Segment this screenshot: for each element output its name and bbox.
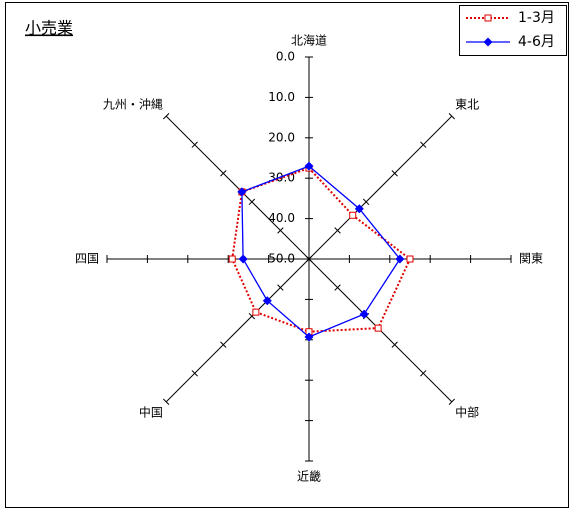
point-marker [252,308,260,316]
tick-mark [162,112,170,120]
point-marker [395,254,405,264]
category-label: 九州・沖縄 [103,96,163,111]
tick-mark [448,112,456,120]
point-marker [354,204,364,214]
tick-mark [305,255,313,263]
point-marker [406,255,414,263]
radial-axis [165,258,310,403]
tick-mark [362,198,370,206]
r-tick-label: 20.0 [268,130,295,144]
radial-axis [308,115,453,260]
tick-mark [220,341,227,348]
point-marker [237,187,247,197]
point-marker [349,211,357,219]
point-marker [359,309,369,319]
tick-mark [277,227,284,234]
tick-mark [391,170,398,177]
point-marker [304,332,314,342]
tick-mark [248,198,256,206]
point-marker [238,254,248,264]
category-label: 東北 [455,97,479,111]
r-tick-label: 10.0 [268,90,295,104]
legend-label: 1-3月 [518,10,555,26]
legend-box [459,5,567,56]
category-label: 近畿 [297,470,321,484]
tick-mark [391,341,398,348]
tick-mark [220,170,227,177]
point-marker [228,255,236,263]
legend-label: 4-6月 [518,34,555,50]
chart-border [5,2,569,508]
tick-mark [420,141,427,148]
tick-mark [334,227,341,234]
point-marker [304,161,314,171]
category-label: 中部 [455,405,479,420]
tick-mark [334,284,341,291]
tick-mark [448,398,456,406]
tick-mark [191,141,198,148]
tick-mark [191,370,198,377]
r-tick-label: 0.0 [276,50,295,64]
legend-marker [483,37,493,47]
chart-title: 小売業 [25,19,73,38]
category-label: 四国 [75,252,99,266]
point-marker [262,296,272,306]
category-label: 関東 [519,252,543,266]
point-marker [374,324,382,332]
r-tick-label: 40.0 [268,211,295,225]
tick-mark [420,370,427,377]
tick-mark [162,398,170,406]
tick-mark [277,284,284,291]
tick-mark [248,312,256,320]
legend-marker [484,14,492,22]
category-label: 中国 [139,405,163,420]
radial-axis [165,115,310,260]
category-label: 北海道 [291,33,327,48]
